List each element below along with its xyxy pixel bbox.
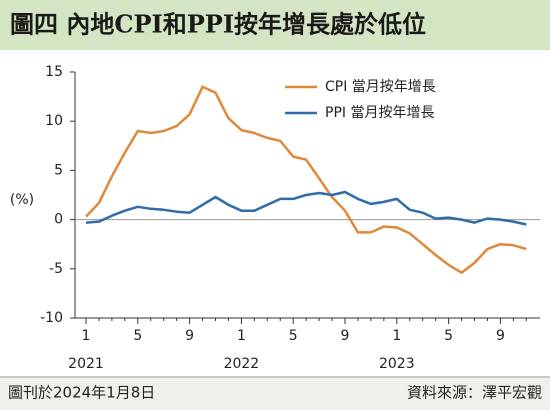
series-line	[85, 190, 527, 226]
footer-note: 圖刊於2024年1月8日	[8, 384, 155, 402]
x-tick-label: 5	[444, 328, 453, 344]
y-tick-label: 15	[45, 64, 63, 80]
y-tick-label: -5	[49, 261, 63, 277]
x-tick-label: 9	[185, 328, 194, 344]
y-tick-label: 5	[54, 162, 63, 178]
x-tick-label: 5	[289, 328, 298, 344]
footer-bar	[0, 377, 550, 410]
year-label: 2023	[379, 356, 415, 372]
x-tick-label: 1	[82, 328, 91, 344]
x-tick-label: 1	[392, 328, 401, 344]
x-tick-label: 5	[133, 328, 142, 344]
y-axis-label: (%)	[10, 192, 34, 208]
x-tick-label: 9	[341, 328, 350, 344]
legend-label: CPI 當月按年增長	[325, 79, 436, 95]
series-line	[85, 85, 527, 274]
chart-title: 圖四 內地CPI和PPI按年增長處於低位	[10, 10, 426, 39]
legend-label: PPI 當月按年增長	[325, 105, 434, 121]
footer-source: 資料來源：澤平宏觀	[407, 384, 542, 402]
year-label: 2021	[68, 356, 104, 372]
y-tick-label: 0	[54, 212, 63, 228]
x-tick-label: 9	[496, 328, 505, 344]
year-label: 2022	[224, 356, 260, 372]
title-bar	[0, 0, 550, 50]
x-tick-label: 1	[237, 328, 246, 344]
y-tick-label: -10	[40, 310, 63, 326]
y-tick-label: 10	[45, 113, 63, 129]
